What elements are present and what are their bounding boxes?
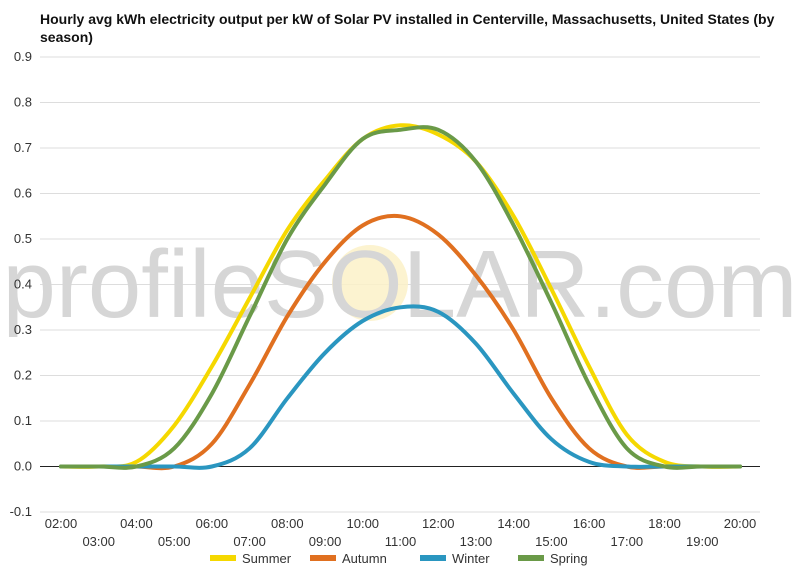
y-tick-label: 0.7 xyxy=(14,140,32,155)
y-tick-label: 0.6 xyxy=(14,186,32,201)
y-tick-label: 0.4 xyxy=(14,277,32,292)
legend: Summer Autumn Winter Spring xyxy=(210,551,588,566)
x-tick-label: 09:00 xyxy=(309,534,342,549)
legend-item-winter[interactable]: Winter xyxy=(420,551,490,566)
y-tick-label: 0.9 xyxy=(14,49,32,64)
y-tick-label: 0.8 xyxy=(14,95,32,110)
legend-item-autumn[interactable]: Autumn xyxy=(310,551,387,566)
x-tick-label: 11:00 xyxy=(385,534,417,549)
x-tick-labels: 02:00 03:00 04:00 05:00 06:00 07:00 08:00 09:00… xyxy=(45,516,757,549)
y-tick-label: 0.1 xyxy=(14,413,32,428)
y-tick-label: 0.5 xyxy=(14,231,32,246)
x-tick-label: 16:00 xyxy=(573,516,606,531)
watermark-layer: profileSOLAR.com xyxy=(3,231,798,338)
x-tick-label: 17:00 xyxy=(611,534,644,549)
watermark-text: profileSOLAR.com xyxy=(3,231,798,338)
x-tick-label: 03:00 xyxy=(82,534,115,549)
legend-swatch xyxy=(210,555,236,561)
series-line-summer xyxy=(59,123,742,469)
series-layer xyxy=(59,123,742,471)
x-tick-label: 08:00 xyxy=(271,516,304,531)
x-tick-label: 10:00 xyxy=(347,516,380,531)
x-tick-label: 14:00 xyxy=(497,516,530,531)
watermark-sun-icon xyxy=(332,245,408,321)
y-tick-label: 0.0 xyxy=(14,459,32,474)
series-line-spring xyxy=(59,125,742,470)
y-tick-label: 0.2 xyxy=(14,368,32,383)
legend-label: Spring xyxy=(550,551,588,566)
chart-title: Hourly avg kWh electricity output per kW… xyxy=(40,11,775,45)
x-tick-label: 19:00 xyxy=(686,534,719,549)
x-tick-label: 05:00 xyxy=(158,534,191,549)
legend-swatch xyxy=(518,555,544,561)
legend-label: Autumn xyxy=(342,551,387,566)
legend-item-summer[interactable]: Summer xyxy=(210,551,292,566)
legend-label: Winter xyxy=(452,551,490,566)
x-tick-label: 07:00 xyxy=(233,534,266,549)
legend-label: Summer xyxy=(242,551,292,566)
x-tick-label: 20:00 xyxy=(724,516,757,531)
x-tick-label: 12:00 xyxy=(422,516,455,531)
x-tick-label: 04:00 xyxy=(120,516,153,531)
y-tick-label: 0.3 xyxy=(14,322,32,337)
legend-item-spring[interactable]: Spring xyxy=(518,551,588,566)
x-tick-label: 15:00 xyxy=(535,534,568,549)
y-tick-labels: -0.1 0.0 0.1 0.2 0.3 0.4 0.5 0.6 0.7 0.8 0.9 xyxy=(10,49,32,519)
legend-swatch xyxy=(310,555,336,561)
series-line-winter xyxy=(59,304,742,470)
legend-swatch xyxy=(420,555,446,561)
x-tick-label: 02:00 xyxy=(45,516,78,531)
y-tick-label: -0.1 xyxy=(10,504,32,519)
x-tick-label: 06:00 xyxy=(196,516,229,531)
x-tick-label: 18:00 xyxy=(648,516,681,531)
x-tick-label: 13:00 xyxy=(460,534,493,549)
